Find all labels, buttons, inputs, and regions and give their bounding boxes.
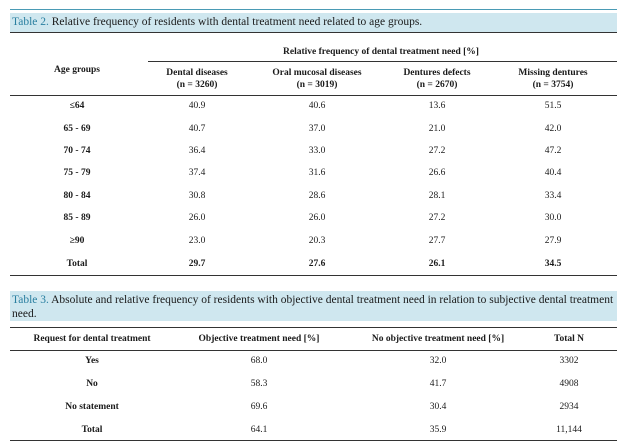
table3-cell: 30.4 [429, 402, 447, 412]
table3-col-header: No objective treatment need [%] [371, 334, 505, 344]
table3-cell: 35.9 [429, 425, 447, 435]
table2-cell: 40.9 [188, 101, 206, 111]
table2-cell: 30.0 [544, 213, 562, 223]
table3-caption: Table 3. Absolute and relative frequency… [10, 291, 617, 321]
table3-cell: 32.0 [429, 356, 447, 366]
table3-row-label: Yes [85, 356, 99, 366]
table2-cell: 40.4 [544, 168, 562, 178]
table2-col-n: (n = 3754) [532, 80, 574, 90]
table2-bottom-rule [10, 275, 617, 276]
table2-cell: 51.5 [544, 101, 562, 111]
table2-cell: 23.0 [188, 236, 206, 246]
table3-caption-label: Table 3. [12, 294, 49, 306]
table3-bottom-rule [10, 440, 617, 441]
table2-cell: 40.7 [188, 124, 206, 134]
table3-col-header: Objective treatment need [%] [198, 334, 320, 344]
table2-header-rule [10, 95, 617, 96]
table3-caption-text: Absolute and relative frequency of resid… [12, 294, 614, 320]
table3-header-rule [10, 350, 617, 351]
table2-row-header: Age groups [53, 65, 101, 75]
table2-row-label: ≥90 [69, 236, 85, 246]
table3-cell: 3302 [559, 356, 579, 366]
table2-cell: 27.7 [428, 236, 446, 246]
table2-cell: 28.6 [308, 191, 326, 201]
table2-cell: 47.2 [544, 146, 562, 156]
table3-cell: 64.1 [250, 425, 268, 435]
table2-cell: 33.4 [544, 191, 562, 201]
table2-row-label: Total [66, 259, 88, 269]
table3-top-rule [10, 327, 617, 328]
table2-cell: 28.1 [428, 191, 446, 201]
table2-caption-text: Relative frequency of residents with den… [48, 16, 423, 28]
table2-cell: 42.0 [544, 124, 562, 134]
table2-row-label: 65 - 69 [63, 124, 91, 134]
table3-col-header: Total N [553, 334, 585, 344]
table3-cell: 4908 [559, 379, 579, 389]
table3-row-label: Total [81, 425, 103, 435]
table2-group-header: Relative frequency of dental treatment n… [283, 47, 479, 57]
table2-top-rule [10, 32, 617, 33]
table2-col-n: (n = 3019) [296, 80, 338, 90]
table2-row-label: 80 - 84 [63, 191, 91, 201]
table3-row-label: No statement [65, 402, 119, 412]
table2-col-n: (n = 2670) [416, 80, 458, 90]
table3-cell: 41.7 [429, 379, 447, 389]
table2-cell: 40.6 [308, 101, 326, 111]
table2-cell: 21.0 [428, 124, 446, 134]
table3-cell: 2934 [559, 402, 579, 412]
table2-cell: 26.0 [188, 213, 206, 223]
table3-cell: 58.3 [250, 379, 268, 389]
table2-row-label: 70 - 74 [63, 146, 91, 156]
table2-row-label: 75 - 79 [63, 168, 91, 178]
table2-col-header: Dental diseases [166, 68, 228, 78]
table2-cell: 37.4 [188, 168, 206, 178]
table2-cell: 27.2 [428, 213, 446, 223]
table2-group-rule [148, 61, 617, 62]
table2-cell: 29.7 [188, 259, 206, 269]
table2-cell: 27.9 [544, 236, 562, 246]
table2-caption-label: Table 2. [12, 16, 49, 28]
table2-col-n: (n = 3260) [176, 80, 218, 90]
table2-row-label: 85 - 89 [63, 213, 91, 223]
table2-cell: 13.6 [428, 101, 446, 111]
table2-cell: 26.0 [308, 213, 326, 223]
table2-cell: 26.6 [428, 168, 446, 178]
table2-cell: 20.3 [308, 236, 326, 246]
table3-row-label: No [86, 379, 98, 389]
table2-caption: Table 2. Relative frequency of residents… [10, 13, 617, 32]
table2-cell: 27.2 [428, 146, 446, 156]
table2-cell: 33.0 [308, 146, 326, 156]
top-rule [10, 9, 617, 10]
table2-cell: 34.5 [544, 259, 562, 269]
table3-col-header: Request for dental treatment [33, 334, 151, 344]
table2-cell: 30.8 [188, 191, 206, 201]
table2-cell: 36.4 [188, 146, 206, 156]
table2-cell: 27.6 [308, 259, 326, 269]
table2-col-header: Missing dentures [518, 68, 588, 78]
table3-cell: 69.6 [250, 402, 268, 412]
table3-cell: 11,144 [556, 425, 582, 435]
table2-row-label: ≤64 [69, 101, 85, 111]
table2-cell: 31.6 [308, 168, 326, 178]
table2-col-header: Oral mucosal diseases [272, 68, 362, 78]
table2-cell: 26.1 [428, 259, 446, 269]
table2-col-header: Dentures defects [403, 68, 471, 78]
table3-cell: 68.0 [250, 356, 268, 366]
table2-cell: 37.0 [308, 124, 326, 134]
